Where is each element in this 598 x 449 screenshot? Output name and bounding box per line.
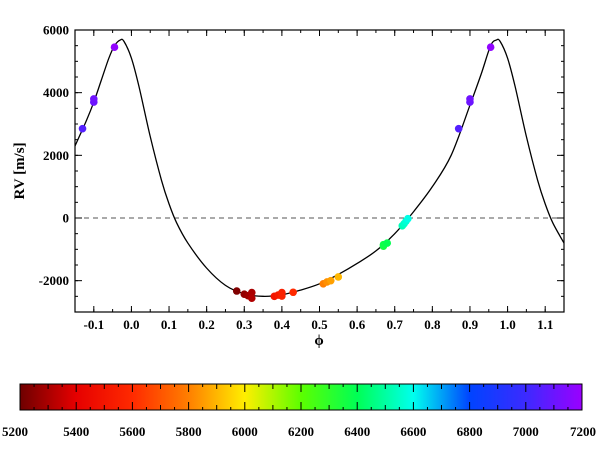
x-tick-label: 0.2 <box>199 317 215 332</box>
y-axis-title: RV [m/s] <box>12 142 28 199</box>
colorbar-tick-label: 6400 <box>344 424 370 439</box>
orbit-model-curve <box>75 38 564 298</box>
x-tick-label: 0.9 <box>462 317 479 332</box>
rv-chart: -0.1 0.0 0.1 0.2 0.3 0.4 0.5 0.6 0.7 0.8 0.9 1.0 1.1… <box>12 23 565 349</box>
rv-data-point <box>383 239 392 247</box>
x-tick-label: 1.1 <box>537 317 553 332</box>
rv-data-point <box>334 273 343 281</box>
x-tick-label: 0.3 <box>236 317 253 332</box>
colorbar-tick-label: 6800 <box>457 424 483 439</box>
rv-data-point <box>278 292 286 300</box>
y-tick-label: 0 <box>63 211 70 226</box>
colorbar-tick-label: 6000 <box>232 424 258 439</box>
colorbar-tick-label: 5800 <box>176 424 202 439</box>
rv-data-point <box>454 124 463 133</box>
temperature-colorbar: 5200 5400 5600 5800 6000 6200 6400 6600 6800 7000… <box>2 383 596 439</box>
x-tick-label: 0.6 <box>349 317 366 332</box>
y-tick-label: 4000 <box>43 85 69 100</box>
rv-data-point <box>78 124 87 133</box>
colorbar-tick-label: 7000 <box>513 424 539 439</box>
rv-data-point <box>247 288 256 297</box>
y-tick-label: 2000 <box>43 148 69 163</box>
colorbar-tick-label: 5600 <box>119 424 145 439</box>
x-axis-ticks: -0.1 0.0 0.1 0.2 0.3 0.4 0.5 0.6 0.7 0.8 0.9 1.0 1.1 <box>74 30 565 332</box>
x-tick-label: 0.1 <box>161 317 177 332</box>
rv-data-point <box>232 287 241 295</box>
x-tick-label: 0.5 <box>311 317 328 332</box>
colorbar-tick-label: 7200 <box>570 424 596 439</box>
rv-data-points <box>78 43 495 303</box>
colorbar-tick-label: 5200 <box>2 424 28 439</box>
x-tick-label: 0.7 <box>387 317 404 332</box>
colorbar-tick-label: 6200 <box>288 424 314 439</box>
x-tick-label: 0.8 <box>424 317 441 332</box>
rv-data-point <box>486 43 495 52</box>
colorbar-ticks: 5200 5400 5600 5800 6000 6200 6400 6600 6800 7000… <box>2 384 596 439</box>
rv-data-point <box>247 294 256 303</box>
x-tick-label: 0.4 <box>274 317 291 332</box>
colorbar-tick-label: 5400 <box>63 424 89 439</box>
rv-data-point <box>326 276 335 285</box>
rv-data-point <box>289 288 297 297</box>
rv-data-point <box>404 214 412 223</box>
rv-data-point <box>90 95 98 103</box>
x-axis-title: ϕ <box>314 333 323 349</box>
x-tick-label: -0.1 <box>84 317 105 332</box>
rv-data-point <box>466 95 474 103</box>
y-tick-label: 6000 <box>43 23 69 38</box>
y-axis-ticks: -2000 0 2000 4000 6000 <box>39 23 564 313</box>
rv-data-point <box>110 43 119 52</box>
y-tick-label: -2000 <box>39 273 69 288</box>
colorbar-tick-label: 6600 <box>400 424 426 439</box>
plot-frame <box>74 29 565 313</box>
x-tick-label: 0.0 <box>123 317 139 332</box>
x-tick-label: 1.0 <box>499 317 515 332</box>
